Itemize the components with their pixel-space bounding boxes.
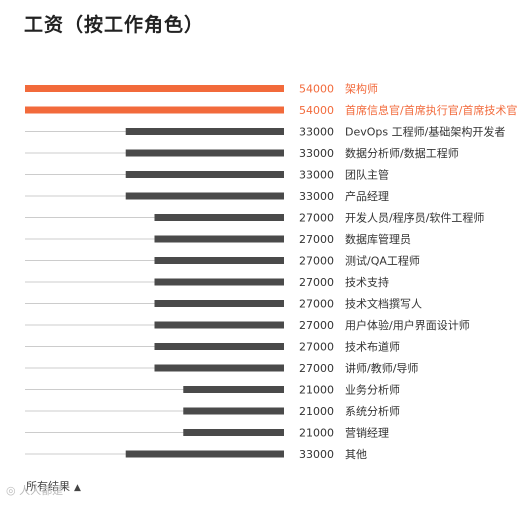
- category-label: 测试/QA工程师: [345, 255, 420, 268]
- category-label: 开发人员/程序员/软件工程师: [345, 211, 484, 225]
- salary-bar: [154, 321, 284, 329]
- value-label: 54000: [299, 83, 334, 96]
- category-label: 首席信息官/首席执行官/首席技术官: [345, 103, 517, 117]
- salary-bar: [183, 429, 284, 436]
- value-label: 33000: [299, 126, 334, 139]
- salary-bar: [183, 386, 284, 393]
- watermark-logo: ◎ 人人都是: [6, 484, 64, 497]
- value-label: 33000: [299, 190, 334, 203]
- salary-bar: [25, 106, 284, 114]
- value-label: 21000: [299, 427, 334, 440]
- value-label: 33000: [299, 147, 334, 160]
- value-label: 27000: [299, 319, 334, 332]
- salary-bar: [154, 257, 284, 264]
- salary-bar: [125, 128, 284, 135]
- category-label: 数据分析师/数据工程师: [345, 146, 459, 160]
- salary-bar: [25, 85, 284, 92]
- category-label: 技术布道师: [345, 340, 400, 354]
- value-label: 33000: [299, 169, 334, 182]
- category-label: 技术支持: [345, 275, 389, 289]
- salary-bar: [154, 364, 284, 372]
- salary-bar: [125, 192, 284, 200]
- all-results-label: 所有结果: [26, 480, 70, 493]
- chart-title: 工资（按工作角色）: [24, 14, 205, 36]
- caret-up-icon: ▲: [74, 483, 81, 493]
- value-label: 27000: [299, 233, 334, 246]
- salary-bar: [154, 278, 284, 286]
- value-label: 27000: [299, 212, 334, 225]
- category-label: 业务分析师: [345, 383, 400, 397]
- salary-bar: [125, 171, 284, 178]
- category-label: DevOps 工程师/基础架构开发者: [345, 125, 505, 139]
- salary-bar: [125, 149, 284, 157]
- category-label: 讲师/教师/导师: [345, 361, 418, 375]
- category-label: 产品经理: [345, 189, 389, 203]
- all-results-toggle[interactable]: 所有结果 ▲: [26, 478, 81, 494]
- category-label: 数据库管理员: [345, 232, 411, 246]
- value-label: 21000: [299, 405, 334, 418]
- value-label: 33000: [299, 448, 334, 461]
- value-label: 27000: [299, 276, 334, 289]
- category-label: 其他: [345, 448, 367, 461]
- category-label: 系统分析师: [345, 404, 400, 418]
- value-label: 27000: [299, 298, 334, 311]
- value-label: 27000: [299, 362, 334, 375]
- salary-bar: [154, 343, 284, 350]
- salary-bar: [154, 300, 284, 307]
- category-label: 架构师: [345, 82, 378, 96]
- salary-bar: [154, 214, 284, 221]
- category-label: 用户体验/用户界面设计师: [345, 318, 470, 332]
- category-label: 团队主管: [345, 168, 389, 182]
- salary-bar: [183, 407, 284, 415]
- salary-bar: [154, 235, 284, 243]
- category-label: 技术文档撰写人: [345, 297, 422, 311]
- value-label: 27000: [299, 255, 334, 268]
- value-label: 27000: [299, 341, 334, 354]
- category-label: 营销经理: [345, 426, 389, 440]
- value-label: 54000: [299, 104, 334, 117]
- value-label: 21000: [299, 384, 334, 397]
- salary-bar: [125, 450, 284, 458]
